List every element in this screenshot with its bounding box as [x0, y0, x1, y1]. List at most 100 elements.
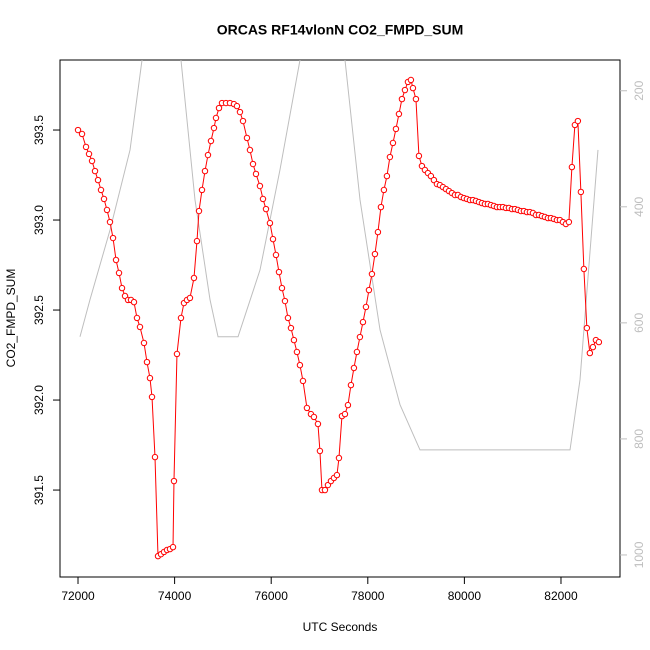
- y-tick-label: 391.5: [32, 475, 46, 505]
- data-point: [195, 207, 203, 215]
- data-point: [190, 274, 198, 282]
- data-point: [130, 298, 138, 306]
- data-point: [368, 270, 376, 278]
- y2-tick-label: 1000: [632, 541, 646, 568]
- data-point: [143, 358, 151, 366]
- y2-tick-label: 600: [632, 313, 646, 333]
- data-point: [287, 324, 295, 332]
- data-point: [278, 284, 286, 292]
- y-tick-label: 392.0: [32, 385, 46, 415]
- plot-frame: [59, 59, 621, 578]
- data-point: [401, 86, 409, 94]
- data-point: [259, 195, 267, 203]
- x-tick-label: 82000: [544, 589, 578, 603]
- data-point: [395, 110, 403, 118]
- data-point: [100, 195, 108, 203]
- data-point: [386, 153, 394, 161]
- data-point: [568, 163, 576, 171]
- data-point: [233, 102, 241, 110]
- data-point: [262, 205, 270, 213]
- data-point: [574, 117, 582, 125]
- data-point: [140, 339, 148, 347]
- data-point: [118, 284, 126, 292]
- data-point: [316, 447, 324, 455]
- series-line: [77, 79, 600, 558]
- data-point: [321, 486, 329, 494]
- y2-tick-label: 400: [632, 196, 646, 216]
- data-point: [303, 404, 311, 412]
- x-tick-label: 72000: [61, 589, 95, 603]
- y-tick-label: 393.0: [32, 205, 46, 235]
- data-point: [170, 477, 178, 485]
- data-point: [362, 303, 370, 311]
- data-point: [88, 157, 96, 165]
- data-point: [565, 218, 573, 226]
- data-point: [269, 235, 277, 243]
- data-point: [275, 268, 283, 276]
- data-point: [335, 454, 343, 462]
- data-point: [389, 139, 397, 147]
- data-point: [207, 137, 215, 145]
- data-point: [589, 343, 597, 351]
- x-axis-label: UTC Seconds: [303, 620, 378, 634]
- data-point: [583, 324, 591, 332]
- data-point: [112, 256, 120, 264]
- data-point: [136, 323, 144, 331]
- y2-tick-label: 800: [632, 429, 646, 449]
- data-point: [133, 314, 141, 322]
- data-point: [407, 76, 415, 84]
- data-point: [198, 186, 206, 194]
- data-point: [169, 543, 177, 551]
- data-point: [580, 265, 588, 273]
- data-point: [383, 172, 391, 180]
- data-point: [91, 167, 99, 175]
- data-point: [356, 333, 364, 341]
- data-point: [371, 250, 379, 258]
- data-point: [97, 186, 105, 194]
- data-point: [333, 471, 341, 479]
- data-point: [74, 126, 82, 134]
- data-point: [256, 182, 264, 190]
- data-point: [380, 186, 388, 194]
- data-point: [344, 401, 352, 409]
- data-point: [365, 286, 373, 294]
- data-point: [577, 188, 585, 196]
- data-point: [246, 146, 254, 154]
- data-point: [201, 167, 209, 175]
- data-point: [151, 453, 159, 461]
- data-point: [173, 350, 181, 358]
- y2-tick-label: 200: [632, 80, 646, 100]
- data-point: [266, 219, 274, 227]
- data-point: [94, 176, 102, 184]
- data-point: [353, 348, 361, 356]
- data-point: [415, 152, 423, 160]
- data-point: [210, 124, 218, 132]
- data-point: [177, 314, 185, 322]
- data-point: [215, 104, 223, 112]
- x-tick-label: 76000: [255, 589, 289, 603]
- data-point: [115, 269, 123, 277]
- data-point: [398, 95, 406, 103]
- data-point: [392, 125, 400, 133]
- data-point: [347, 381, 355, 389]
- x-tick-label: 80000: [448, 589, 482, 603]
- data-point: [412, 95, 420, 103]
- data-point: [293, 348, 301, 356]
- data-point: [281, 297, 289, 305]
- data-point: [314, 420, 322, 428]
- data-point: [299, 377, 307, 385]
- data-point: [103, 206, 111, 214]
- y-axis-label: CO2_FMPD_SUM: [4, 269, 18, 368]
- data-point: [106, 218, 114, 226]
- data-point: [109, 234, 117, 242]
- data-point: [212, 114, 220, 122]
- data-point: [272, 251, 280, 259]
- data-point: [359, 318, 367, 326]
- x-tick-label: 78000: [351, 589, 385, 603]
- x-tick-label: 74000: [158, 589, 192, 603]
- data-point: [82, 143, 90, 151]
- data-point: [148, 393, 156, 401]
- data-point: [186, 294, 194, 302]
- data-point: [239, 117, 247, 125]
